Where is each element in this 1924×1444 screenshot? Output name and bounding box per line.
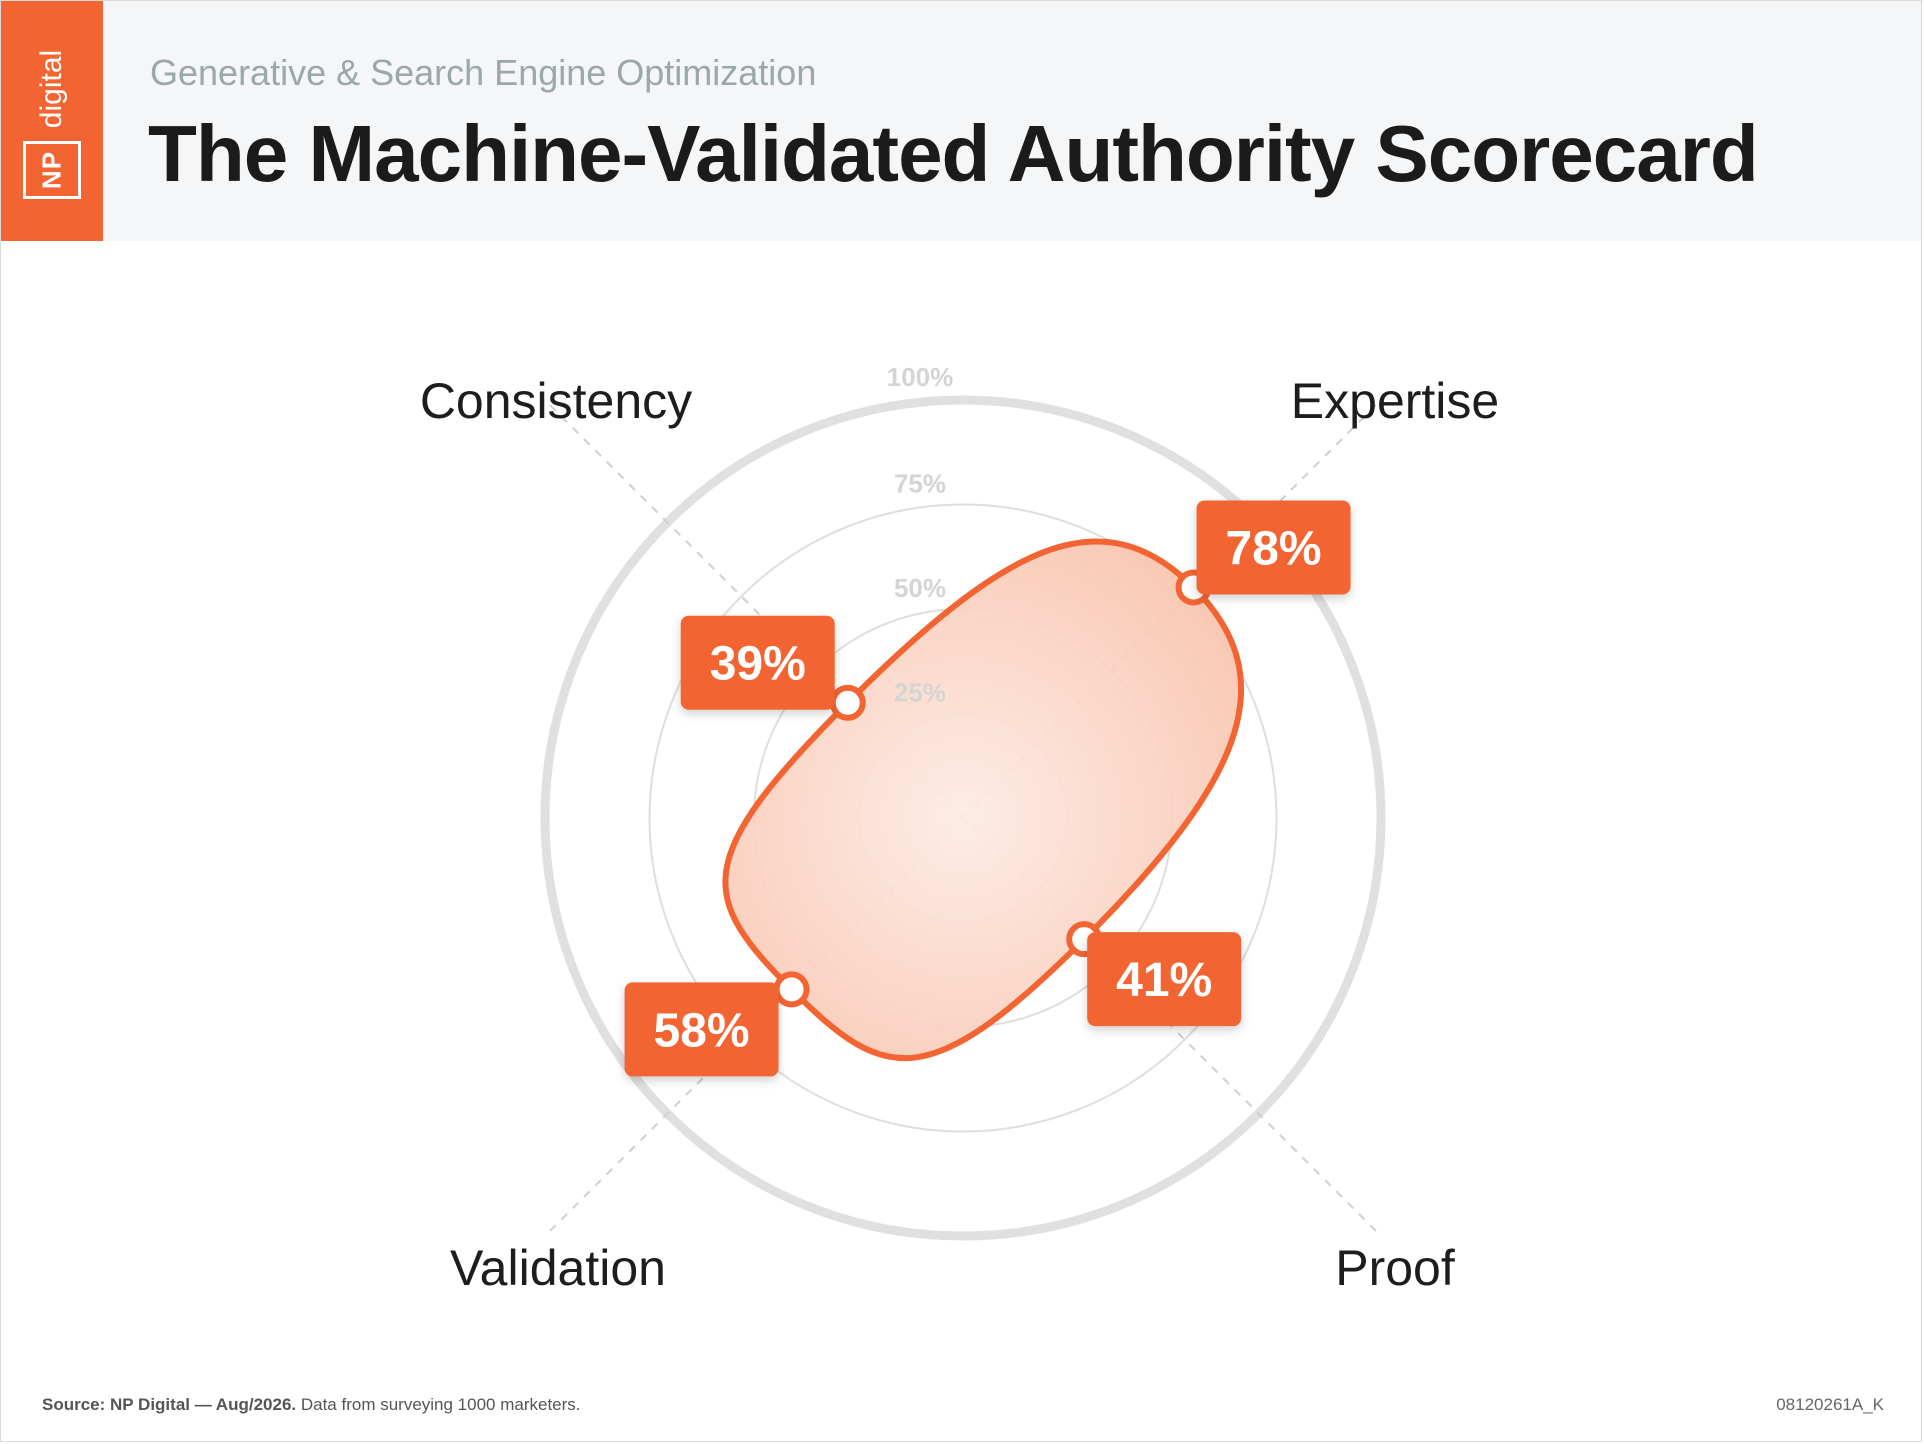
ring-label-25: 25% bbox=[894, 678, 946, 708]
value-label-proof: 41% bbox=[1116, 954, 1212, 1007]
axis-label-expertise: Expertise bbox=[1291, 373, 1499, 429]
badge-bg-consistency bbox=[680, 615, 835, 710]
asset-code: 08120261A_K bbox=[1776, 1395, 1884, 1414]
chart-title: The Machine-Validated Authority Scorecar… bbox=[148, 109, 1759, 198]
axis-label-proof: Proof bbox=[1335, 1240, 1455, 1296]
value-label-validation: 58% bbox=[654, 1004, 750, 1057]
badge-bg-expertise bbox=[1196, 500, 1351, 595]
ring-label-75: 75% bbox=[894, 469, 946, 499]
source-note: Source: NP Digital — Aug/2026. Data from… bbox=[42, 1395, 581, 1415]
ring-label-100: 100% bbox=[887, 362, 954, 392]
badge-consistency: 39% bbox=[680, 615, 835, 710]
axis-labels: Expertise Proof Validation Consistency bbox=[420, 373, 1499, 1296]
badge-bg-validation bbox=[624, 982, 779, 1077]
logo-np-text: NP bbox=[36, 150, 67, 190]
ring-75 bbox=[648, 503, 1278, 1133]
badge-proof: 41% bbox=[1087, 932, 1242, 1027]
logo-digital-text: digital bbox=[35, 49, 68, 129]
logo-np-box: NP bbox=[23, 141, 81, 199]
point-validation bbox=[773, 971, 810, 1008]
np-digital-logo: NP digital bbox=[1, 1, 103, 241]
ring-100 bbox=[540, 395, 1386, 1241]
source-bold: Source: NP Digital — Aug/2026. bbox=[42, 1395, 297, 1414]
badge-validation: 58% bbox=[624, 982, 779, 1077]
chart-subtitle: Generative & Search Engine Optimization bbox=[150, 52, 817, 93]
header-bar bbox=[1, 1, 1921, 241]
value-label-expertise: 78% bbox=[1226, 522, 1322, 575]
ring-labels: 25% 50% 75% 100% bbox=[887, 362, 954, 708]
value-badges: 78% 41% 58% 39% bbox=[624, 500, 1351, 1077]
radar-chart: 25% 50% 75% 100% 78% 41% 58% 39% Expertise Proo… bbox=[420, 362, 1499, 1296]
badge-bg-proof bbox=[1087, 932, 1242, 1027]
badge-expertise: 78% bbox=[1196, 500, 1351, 595]
ring-label-50: 50% bbox=[894, 573, 946, 603]
value-label-consistency: 39% bbox=[710, 638, 806, 691]
point-consistency bbox=[829, 684, 866, 721]
source-rest: Data from surveying 1000 marketers. bbox=[296, 1395, 581, 1414]
axis-label-validation: Validation bbox=[450, 1240, 666, 1296]
axis-label-consistency: Consistency bbox=[420, 373, 692, 429]
